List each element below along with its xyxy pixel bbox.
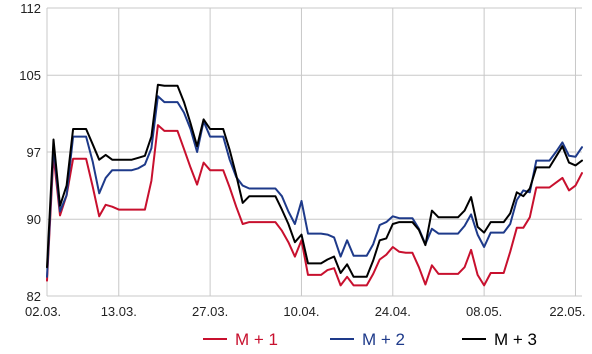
legend-label-2: M + 2 [362, 330, 405, 349]
grid [46, 7, 582, 297]
x-tick-label: 27.03. [192, 304, 228, 319]
y-tick-label: 97 [27, 145, 41, 160]
y-axis-ticks: 82 90 97 105 112 [19, 1, 41, 304]
series-line-3 [46, 83, 583, 278]
x-tick-label: 10.04. [283, 304, 319, 319]
series-line-2 [46, 95, 583, 278]
y-tick-label: 82 [27, 289, 41, 304]
x-axis-ticks: 02.03. 13.03. 27.03. 10.04. 24.04. 08.05. 22.0… [25, 304, 585, 319]
x-tick-label: 24.04. [375, 304, 411, 319]
y-tick-label: 90 [27, 212, 41, 227]
x-tick-label: 13.03. [101, 304, 137, 319]
series-lines [46, 83, 583, 287]
y-tick-label: 112 [20, 1, 41, 16]
y-tick-label: 105 [19, 68, 41, 83]
legend: M + 1 M + 2 M + 3 [203, 330, 537, 349]
legend-label-3: M + 3 [494, 330, 537, 349]
legend-label-1: M + 1 [235, 330, 278, 349]
x-tick-label: 02.03. [25, 304, 61, 319]
series-line-1 [46, 124, 583, 287]
x-tick-label: 08.05. [466, 304, 502, 319]
x-tick-label: 22.05. [549, 304, 585, 319]
